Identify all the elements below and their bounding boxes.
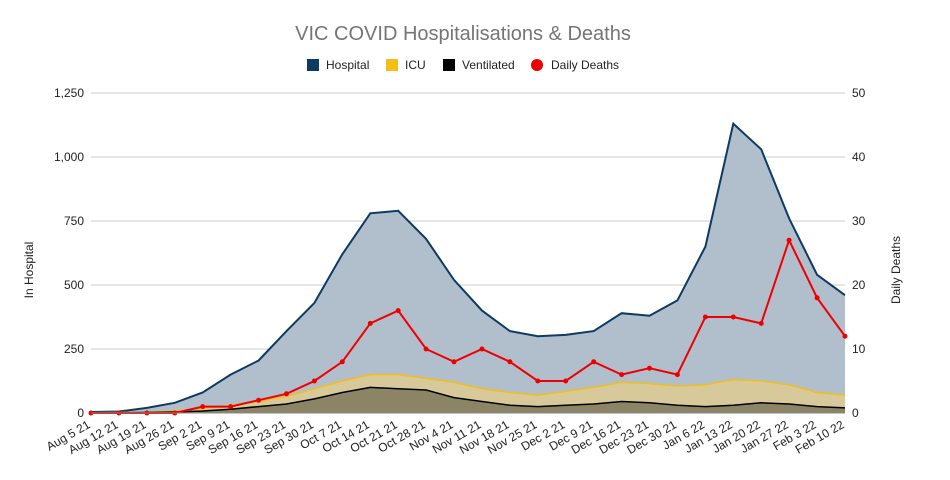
deaths-point: [591, 359, 597, 365]
legend: Hospital ICU Ventilated Daily Deaths: [307, 58, 619, 72]
deaths-point: [200, 404, 206, 410]
y-left-tick-label: 500: [64, 278, 84, 292]
deaths-point: [284, 391, 289, 397]
legend-swatch-ventilated: [443, 59, 455, 71]
deaths-point: [814, 295, 820, 301]
deaths-point: [786, 237, 792, 243]
y-left-tick-label: 1,000: [54, 150, 84, 164]
y-left-tick-label: 250: [64, 342, 84, 356]
legend-swatch-icu: [386, 59, 398, 71]
y-axis-right-label: Daily Deaths: [889, 236, 903, 304]
y-left-tick-label: 750: [64, 214, 84, 228]
deaths-point: [647, 365, 652, 371]
deaths-point: [423, 346, 429, 352]
deaths-point: [228, 404, 234, 410]
deaths-point: [367, 320, 373, 326]
y-left-tick-label: 1,250: [54, 86, 84, 100]
deaths-point: [758, 320, 764, 326]
deaths-point: [479, 346, 485, 352]
legend-label-deaths: Daily Deaths: [551, 58, 619, 72]
y-left-tick-label: 0: [77, 406, 84, 420]
deaths-point: [842, 333, 848, 339]
deaths-line: [91, 237, 846, 414]
area-series: [90, 121, 846, 414]
deaths-point: [535, 378, 541, 384]
legend-label-ventilated: Ventilated: [462, 58, 515, 72]
deaths-point: [563, 378, 569, 384]
y-axis-left: 0 250 500 750 1,000 1,250: [54, 86, 84, 420]
y-right-tick-label: 50: [852, 86, 866, 100]
y-axis-left-label: In Hospital: [22, 242, 36, 299]
legend-label-icu: ICU: [405, 58, 426, 72]
deaths-point: [507, 359, 513, 365]
hospital-line: [90, 121, 846, 413]
y-right-tick-label: 10: [852, 342, 866, 356]
deaths-point: [702, 314, 708, 320]
deaths-point: [730, 314, 736, 320]
ventilated-line: [91, 386, 846, 414]
deaths-point: [451, 359, 457, 365]
y-right-tick-label: 20: [852, 278, 866, 292]
y-right-tick-label: 40: [852, 150, 866, 164]
deaths-point: [619, 372, 625, 378]
deaths-point: [395, 308, 401, 314]
deaths-point: [311, 378, 317, 384]
legend-label-hospital: Hospital: [326, 58, 369, 72]
y-right-tick-label: 0: [852, 406, 859, 420]
deaths-point: [674, 372, 680, 378]
legend-swatch-deaths: [531, 59, 543, 71]
deaths-point: [256, 397, 262, 403]
legend-swatch-hospital: [307, 59, 319, 71]
y-right-tick-label: 30: [852, 214, 866, 228]
hospital-area: [91, 123, 845, 413]
deaths-point: [339, 359, 345, 365]
chart-title: VIC COVID Hospitalisations & Deaths: [295, 23, 631, 45]
y-axis-right: 0 10 20 30 40 50: [852, 86, 866, 420]
